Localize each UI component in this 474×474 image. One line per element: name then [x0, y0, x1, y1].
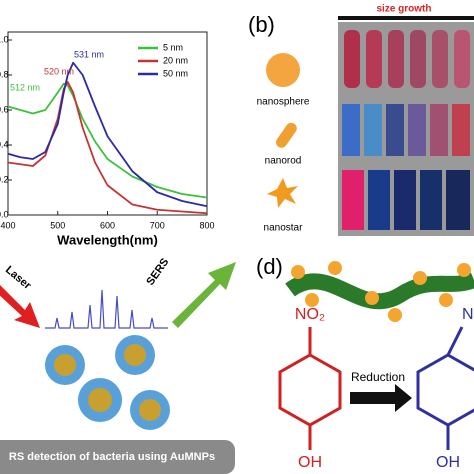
panel-label: (b): [248, 12, 275, 37]
panel-label: (d): [256, 254, 283, 279]
x-axis-label: Wavelength(nm): [57, 232, 158, 247]
annotation: 520 nm: [44, 66, 74, 76]
y-tick-label: 0.8: [0, 69, 9, 79]
panel-a: 0.0 0.2 0.4 0.6 0.8 1.0 400 500 600 700 800 Wavelen…: [0, 31, 215, 247]
arrow-label: Reduction: [351, 370, 405, 384]
x-tick-label: 600: [100, 220, 115, 230]
laser-label: Laser: [3, 264, 34, 293]
bacteria: [45, 335, 170, 430]
polymer: [285, 272, 474, 310]
y-tick-label: 0.0: [0, 209, 9, 219]
shape-label: nanostar: [264, 223, 304, 234]
caption: RS detection of bacteria using AuMNPs: [9, 451, 215, 463]
tubes: [342, 30, 470, 230]
star: [267, 178, 298, 208]
ring: [416, 353, 474, 427]
series-line: [7, 61, 208, 208]
group: NO₂: [295, 306, 325, 323]
spectrum: [45, 289, 168, 329]
growth-bar: [338, 16, 474, 20]
x-tick-label: 400: [0, 220, 15, 230]
annotation: 531 nm: [74, 49, 104, 59]
arrow: [350, 384, 412, 412]
legend-label: 50 nm: [163, 68, 188, 78]
header: size growth: [376, 4, 431, 15]
x-tick-label: 500: [50, 220, 65, 230]
rod: [276, 122, 297, 148]
panel-b: (b) size growth nanosphere nanorod nanos…: [248, 4, 474, 236]
sers-arrow: [172, 262, 236, 328]
legend-label: 20 nm: [163, 55, 188, 65]
y-tick-label: 0.2: [0, 174, 9, 184]
x-tick-label: 800: [199, 220, 214, 230]
group: OH: [298, 454, 322, 471]
y-tick-label: 0.4: [0, 139, 9, 149]
sers-label: SERS: [144, 256, 171, 287]
ring: [278, 353, 342, 427]
series-line: [7, 81, 208, 215]
group: NH: [462, 306, 474, 323]
y-tick-label: 1.0: [0, 34, 9, 44]
particles: [291, 261, 471, 322]
legend-label: 5 nm: [163, 42, 183, 52]
group: OH: [436, 454, 460, 471]
panel-d: (d) NO₂ OH Reduction NH OH: [256, 254, 474, 471]
shape-label: nanorod: [265, 156, 302, 167]
y-tick-label: 0.6: [0, 104, 9, 114]
series-line: [7, 82, 208, 199]
caption-bar: [0, 440, 235, 474]
annotation: 512 nm: [10, 82, 40, 92]
x-tick-label: 700: [150, 220, 165, 230]
panel-c: Laser SERS RS detection of bacteria usin…: [0, 256, 236, 474]
shape-label: nanosphere: [257, 97, 310, 108]
sphere: [266, 53, 300, 87]
laser-arrow: [0, 285, 40, 328]
